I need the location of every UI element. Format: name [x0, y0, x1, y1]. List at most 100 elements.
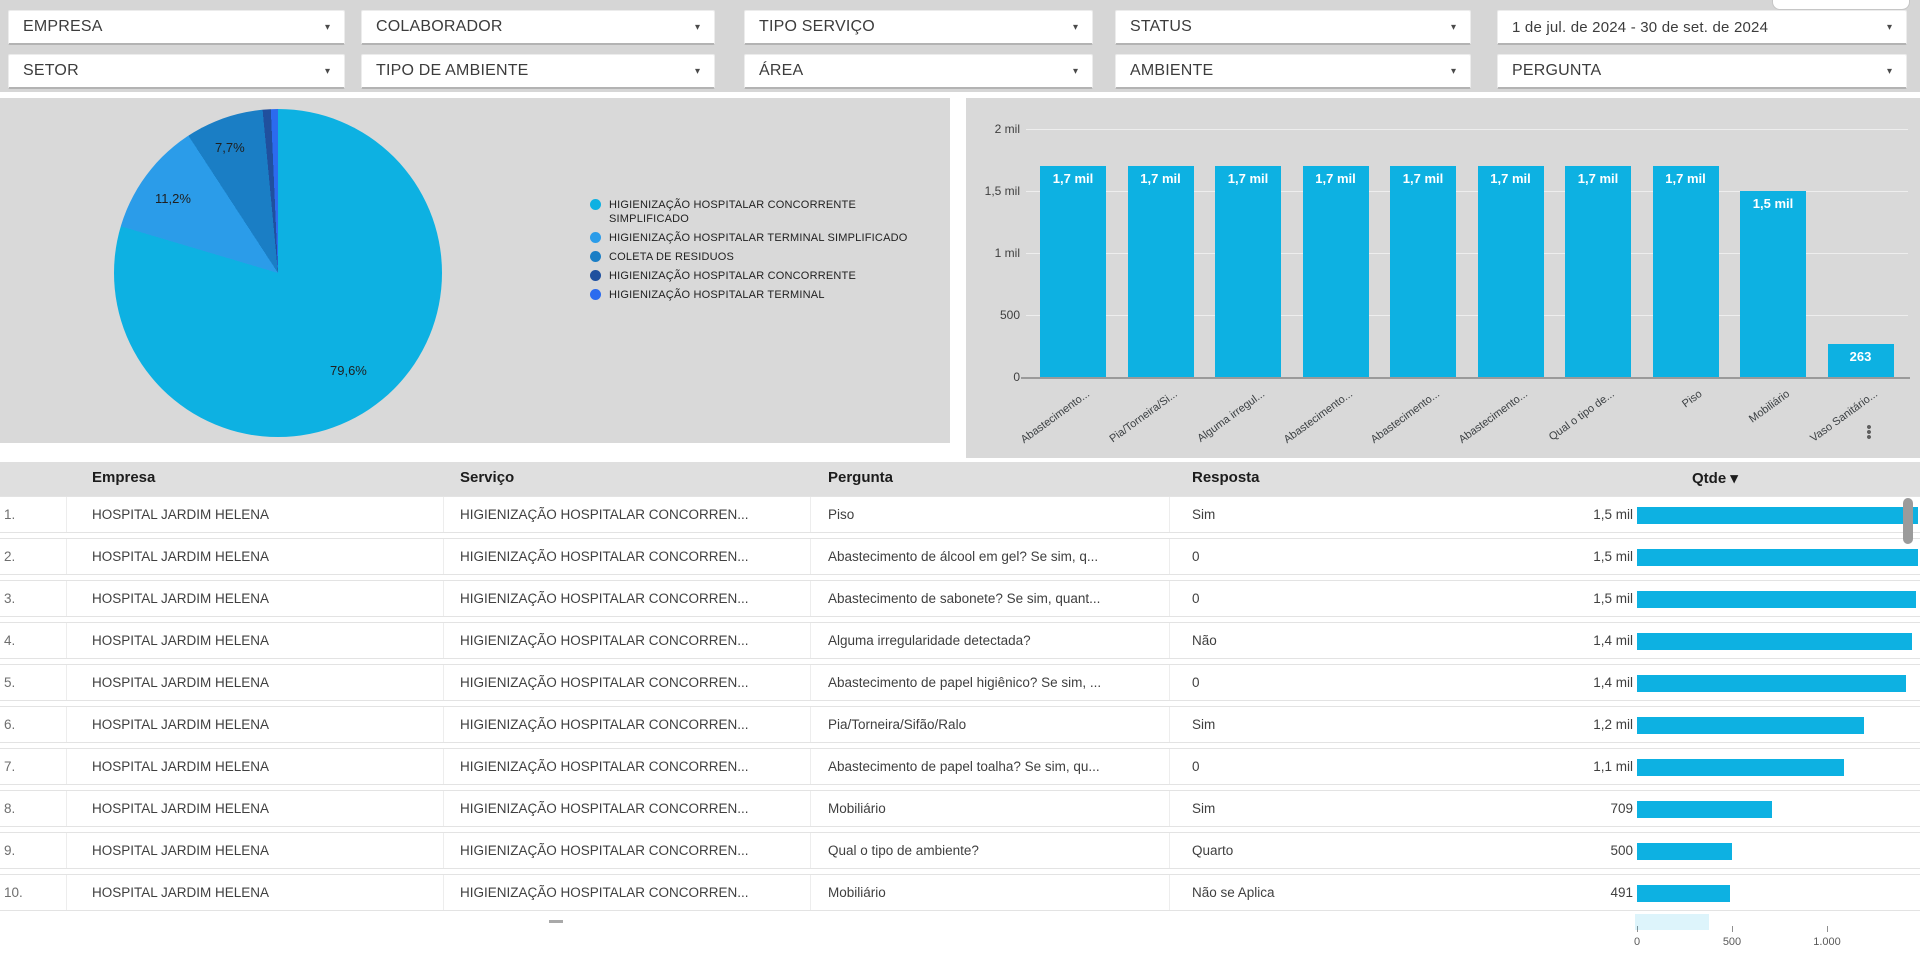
row-number: 9.	[4, 843, 16, 858]
filter-status[interactable]: STATUS ▾	[1115, 10, 1471, 45]
row-number: 4.	[4, 633, 16, 648]
filter-label: EMPRESA	[23, 18, 103, 35]
column-divider	[810, 623, 811, 658]
bar-value-label: 1,7 mil	[1577, 171, 1619, 186]
filter-pergunta[interactable]: PERGUNTA ▾	[1497, 54, 1907, 89]
qtde-bar	[1637, 843, 1732, 860]
cell-qtde-value: 709	[1610, 801, 1633, 816]
cell-resposta: 0	[1192, 591, 1200, 606]
filter-ambiente[interactable]: AMBIENTE ▾	[1115, 54, 1471, 89]
chevron-down-icon: ▾	[694, 21, 700, 33]
column-divider	[66, 581, 67, 616]
column-divider	[1169, 875, 1170, 910]
column-divider	[1169, 497, 1170, 532]
bar-3[interactable]: 1,7 mil	[1215, 166, 1281, 377]
bar-8[interactable]: 1,7 mil	[1652, 166, 1719, 377]
qtde-bar	[1637, 885, 1730, 902]
filter-label: PERGUNTA	[1512, 62, 1602, 79]
filter-label: AMBIENTE	[1130, 62, 1214, 79]
row-number: 2.	[4, 549, 16, 564]
cell-resposta: Não	[1192, 633, 1217, 648]
pie-percent-label: 79,6%	[330, 363, 367, 378]
qtde-axis-tick	[1827, 926, 1828, 932]
x-axis-category-label: Abastecimento...	[1018, 388, 1093, 446]
column-header-qtde[interactable]: Qtde ▾	[1692, 470, 1738, 487]
y-axis-tick-label: 0	[1013, 370, 1020, 384]
column-divider	[443, 581, 444, 616]
qtde-axis-tick-label: 1.000	[1813, 936, 1841, 948]
table-row: 9. HOSPITAL JARDIM HELENA HIGIENIZAÇÃO HOS…	[0, 832, 1920, 869]
cell-pergunta: Abastecimento de sabonete? Se sim, quant…	[828, 591, 1101, 606]
x-axis-category-label: Abastecimento...	[1456, 388, 1530, 446]
bar-5[interactable]: 1,7 mil	[1390, 166, 1456, 377]
cell-resposta: Quarto	[1192, 843, 1234, 858]
bar-1[interactable]: 1,7 mil	[1040, 166, 1106, 377]
y-axis-tick-label: 1,5 mil	[984, 183, 1020, 198]
cell-resposta: Não se Aplica	[1192, 885, 1275, 900]
cell-pergunta: Qual o tipo de ambiente?	[828, 843, 979, 858]
qtde-axis-tick-label: 0	[1633, 936, 1641, 948]
cell-qtde-value: 1,1 mil	[1593, 759, 1633, 774]
table-scrollbar[interactable]	[1903, 498, 1913, 544]
legend-item[interactable]: HIGIENIZAÇÃO HOSPITALAR TERMINAL SIMPLIF…	[590, 231, 920, 245]
bar-9[interactable]: 1,5 mil	[1740, 191, 1806, 377]
bar-value-label: 1,7 mil	[1315, 171, 1356, 186]
filter-tipo-serviço[interactable]: TIPO SERVIÇO ▾	[744, 10, 1093, 45]
filter-área[interactable]: ÁREA ▾	[744, 54, 1093, 89]
filter-colaborador[interactable]: COLABORADOR ▾	[361, 10, 715, 45]
legend-label: HIGIENIZAÇÃO HOSPITALAR TERMINAL SIMPLIF…	[609, 232, 908, 244]
pie-legend: HIGIENIZAÇÃO HOSPITALAR CONCORRENTE SIMP…	[590, 198, 920, 307]
x-axis-line	[1021, 377, 1910, 379]
bar-6[interactable]: 1,7 mil	[1477, 166, 1544, 377]
legend-item[interactable]: HIGIENIZAÇÃO HOSPITALAR CONCORRENTE SIMP…	[590, 198, 920, 226]
bar-value-label: 1,7 mil	[1227, 171, 1269, 186]
column-divider	[66, 875, 67, 910]
cell-empresa: HOSPITAL JARDIM HELENA	[92, 843, 270, 858]
qtde-bar	[1637, 633, 1912, 650]
cell-empresa: HOSPITAL JARDIM HELENA	[92, 507, 270, 522]
date-range-filter[interactable]: 1 de jul. de 2024 - 30 de set. de 2024 ▾	[1497, 10, 1907, 45]
bar-4[interactable]: 1,7 mil	[1302, 166, 1369, 377]
legend-label: HIGIENIZAÇÃO HOSPITALAR CONCORRENTE	[609, 270, 856, 282]
cell-servico: HIGIENIZAÇÃO HOSPITALAR CONCORREN...	[460, 591, 749, 606]
chevron-down-icon: ▾	[1450, 65, 1456, 77]
cell-servico: HIGIENIZAÇÃO HOSPITALAR CONCORREN...	[460, 507, 749, 522]
table-row: 10. HOSPITAL JARDIM HELENA HIGIENIZAÇÃO HO…	[0, 874, 1920, 911]
bar-7[interactable]: 1,7 mil	[1565, 166, 1631, 377]
row-number: 7.	[4, 759, 16, 774]
gridline	[1026, 128, 1908, 130]
cell-servico: HIGIENIZAÇÃO HOSPITALAR CONCORREN...	[460, 843, 749, 858]
cell-pergunta: Mobiliário	[828, 885, 886, 900]
filter-setor[interactable]: SETOR ▾	[8, 54, 345, 89]
pie-chart[interactable]	[114, 109, 442, 437]
column-header-empresa: Empresa	[92, 469, 156, 486]
column-divider	[443, 623, 444, 658]
legend-label: COLETA DE RESIDUOS	[609, 251, 735, 263]
top-right-partial-panel	[1772, 0, 1910, 10]
column-divider	[810, 581, 811, 616]
bar-2[interactable]: 1,7 mil	[1127, 166, 1194, 377]
legend-item[interactable]: HIGIENIZAÇÃO HOSPITALAR TERMINAL	[590, 288, 920, 302]
legend-item[interactable]: COLETA DE RESIDUOS	[590, 250, 920, 264]
column-divider	[810, 791, 811, 826]
column-divider	[443, 539, 444, 574]
bar-value-label: 1,7 mil	[1490, 171, 1531, 186]
legend-item[interactable]: HIGIENIZAÇÃO HOSPITALAR CONCORRENTE	[590, 269, 920, 283]
chevron-down-icon: ▾	[1886, 21, 1892, 33]
bar-value-label: 1,7 mil	[1052, 171, 1094, 186]
table-row: 7. HOSPITAL JARDIM HELENA HIGIENIZAÇÃO HOS…	[0, 748, 1920, 785]
filter-empresa[interactable]: EMPRESA ▾	[8, 10, 345, 45]
bar-10[interactable]: 263	[1827, 344, 1894, 377]
cell-empresa: HOSPITAL JARDIM HELENA	[92, 759, 270, 774]
filter-tipo-de-ambiente[interactable]: TIPO DE AMBIENTE ▾	[361, 54, 715, 89]
column-divider	[443, 497, 444, 532]
chart-overflow-menu-icon[interactable]: • • •	[1866, 419, 1872, 446]
cell-resposta: 0	[1192, 759, 1200, 774]
chevron-down-icon: ▾	[1886, 65, 1892, 77]
column-divider	[810, 497, 811, 532]
filter-label: COLABORADOR	[376, 18, 503, 35]
cell-qtde-value: 1,5 mil	[1593, 507, 1633, 522]
pie-percent-label: 7,7%	[215, 140, 245, 155]
column-divider	[443, 791, 444, 826]
